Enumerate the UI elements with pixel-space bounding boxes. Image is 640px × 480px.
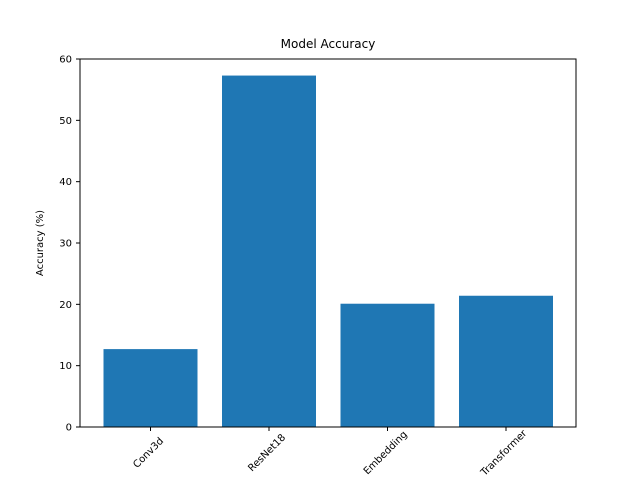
chart-title: Model Accuracy (281, 37, 376, 51)
y-tick-label-50: 50 (59, 116, 72, 127)
x-axis: Conv3d ResNet18 Embedding Transformer (131, 427, 530, 479)
x-tick-label-transformer: Transformer (478, 428, 530, 480)
bar-resnet18 (222, 75, 316, 427)
y-tick-label-10: 10 (59, 361, 72, 372)
y-axis-label: Accuracy (%) (35, 210, 46, 276)
y-axis: 0 10 20 30 40 50 60 (59, 55, 80, 434)
x-tick-label-resnet18: ResNet18 (246, 432, 288, 474)
bar-conv3d (103, 349, 198, 427)
y-tick-label-40: 40 (59, 177, 72, 188)
y-tick-label-30: 30 (59, 239, 72, 250)
y-tick-label-0: 0 (66, 423, 72, 434)
x-tick-label-embedding: Embedding (362, 429, 410, 477)
bar-embedding (340, 303, 435, 427)
bar-transformer (459, 295, 553, 427)
x-tick-label-conv3d: Conv3d (131, 436, 166, 471)
y-tick-label-60: 60 (59, 55, 72, 66)
bars-group (103, 75, 553, 427)
y-tick-label-20: 20 (59, 300, 72, 311)
